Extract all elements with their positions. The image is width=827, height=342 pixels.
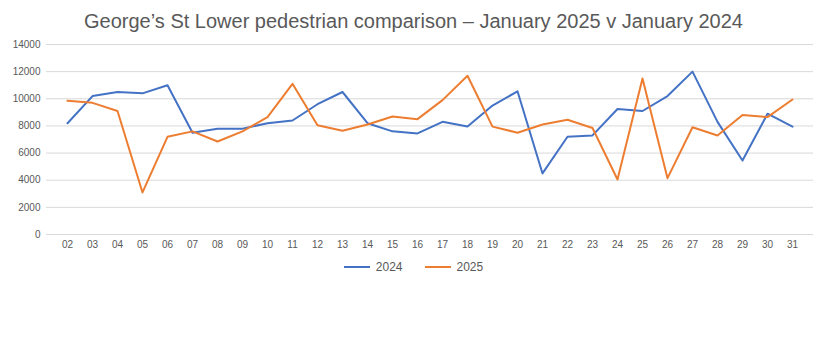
svg-text:28: 28 bbox=[712, 239, 724, 250]
svg-text:24: 24 bbox=[612, 239, 624, 250]
svg-text:08: 08 bbox=[212, 239, 224, 250]
svg-text:17: 17 bbox=[437, 239, 449, 250]
svg-text:07: 07 bbox=[187, 239, 199, 250]
svg-text:4000: 4000 bbox=[18, 174, 41, 185]
svg-text:8000: 8000 bbox=[18, 120, 41, 131]
svg-text:11: 11 bbox=[287, 239, 298, 250]
svg-text:21: 21 bbox=[537, 239, 549, 250]
svg-text:14: 14 bbox=[362, 239, 374, 250]
svg-text:30: 30 bbox=[762, 239, 774, 250]
html-text:2025: 2025 bbox=[456, 260, 484, 274]
svg-text:05: 05 bbox=[137, 239, 149, 250]
svg-text:23: 23 bbox=[587, 239, 599, 250]
html-text:2024: 2024 bbox=[375, 260, 403, 274]
html-text:George’s St Lower pedestrian c: George’s St Lower pedestrian comparison … bbox=[84, 10, 743, 32]
svg-text:12: 12 bbox=[312, 239, 324, 250]
svg-text:15: 15 bbox=[387, 239, 399, 250]
svg-text:31: 31 bbox=[787, 239, 799, 250]
svg-text:10: 10 bbox=[262, 239, 274, 250]
svg-text:2000: 2000 bbox=[18, 202, 41, 213]
svg-text:12000: 12000 bbox=[13, 66, 41, 77]
svg-text:19: 19 bbox=[487, 239, 499, 250]
svg-text:06: 06 bbox=[162, 239, 174, 250]
svg-text:26: 26 bbox=[662, 239, 674, 250]
svg-text:29: 29 bbox=[737, 239, 749, 250]
svg-text:6000: 6000 bbox=[18, 147, 41, 158]
svg-text:22: 22 bbox=[562, 239, 574, 250]
svg-text:16: 16 bbox=[412, 239, 424, 250]
svg-text:27: 27 bbox=[687, 239, 699, 250]
svg-text:03: 03 bbox=[87, 239, 99, 250]
svg-text:13: 13 bbox=[337, 239, 349, 250]
svg-text:10000: 10000 bbox=[13, 93, 41, 104]
svg-text:02: 02 bbox=[62, 239, 74, 250]
svg-text:09: 09 bbox=[237, 239, 249, 250]
svg-text:25: 25 bbox=[637, 239, 649, 250]
svg-text:20: 20 bbox=[512, 239, 524, 250]
svg-text:04: 04 bbox=[112, 239, 124, 250]
svg-text:0: 0 bbox=[35, 229, 41, 240]
svg-text:14000: 14000 bbox=[13, 39, 41, 50]
svg-text:18: 18 bbox=[462, 239, 474, 250]
